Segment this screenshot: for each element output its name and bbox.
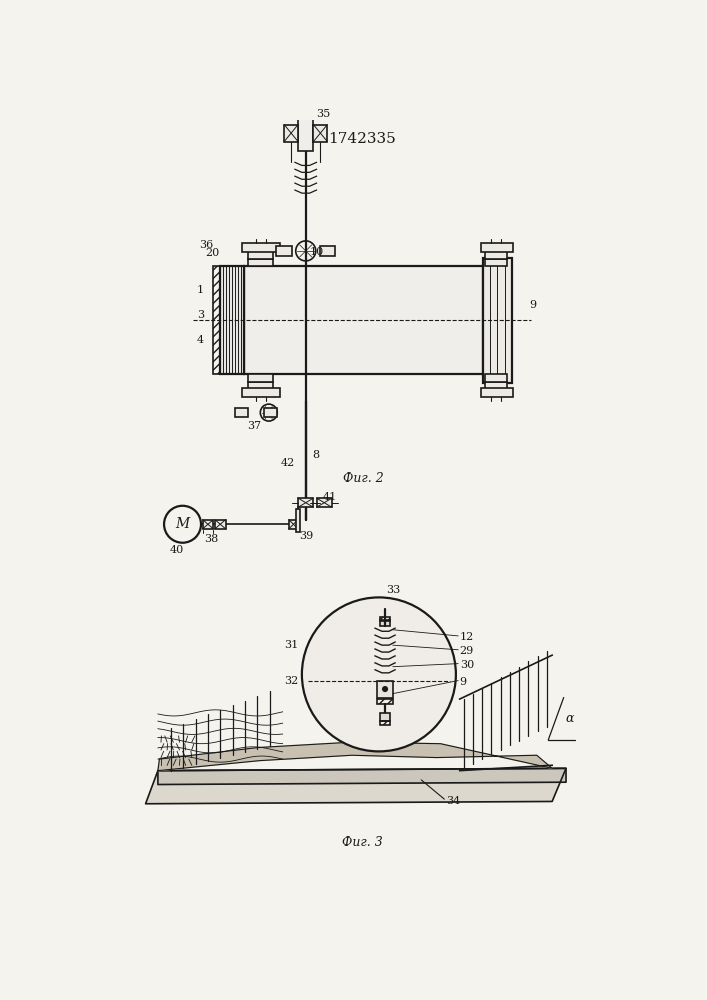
Text: 34: 34 bbox=[446, 796, 460, 806]
Bar bbox=[235, 408, 248, 417]
Bar bbox=[485, 251, 507, 259]
Bar bbox=[298, 108, 313, 151]
Text: 35: 35 bbox=[317, 109, 331, 119]
Text: 33: 33 bbox=[387, 585, 401, 595]
Text: 12: 12 bbox=[460, 632, 474, 642]
Bar bbox=[203, 520, 214, 529]
Text: 1742335: 1742335 bbox=[328, 132, 396, 146]
Bar bbox=[284, 125, 298, 142]
Ellipse shape bbox=[302, 597, 456, 751]
Text: 36: 36 bbox=[199, 240, 214, 250]
Text: 3: 3 bbox=[197, 310, 204, 320]
Bar bbox=[378, 681, 393, 698]
Bar bbox=[313, 125, 327, 142]
Text: 9: 9 bbox=[460, 677, 467, 687]
Bar bbox=[481, 388, 513, 397]
Bar bbox=[213, 266, 219, 374]
Text: 31: 31 bbox=[284, 640, 298, 650]
Polygon shape bbox=[158, 742, 552, 771]
Bar bbox=[485, 259, 507, 266]
Text: 38: 38 bbox=[204, 534, 218, 544]
Text: M: M bbox=[175, 517, 189, 531]
Bar bbox=[242, 388, 281, 397]
Bar bbox=[276, 246, 292, 256]
Bar bbox=[380, 713, 390, 721]
Bar bbox=[264, 408, 277, 417]
Text: 20: 20 bbox=[206, 248, 220, 258]
Bar bbox=[248, 251, 273, 259]
Text: 8: 8 bbox=[312, 450, 319, 460]
Text: 39: 39 bbox=[300, 531, 314, 541]
Bar bbox=[320, 246, 335, 256]
Bar bbox=[242, 243, 281, 252]
Text: 30: 30 bbox=[460, 660, 474, 670]
Bar bbox=[215, 520, 226, 529]
Bar bbox=[380, 721, 390, 725]
Bar bbox=[248, 382, 273, 389]
Text: 41: 41 bbox=[322, 492, 337, 502]
Text: 4: 4 bbox=[197, 335, 204, 345]
Bar bbox=[317, 498, 332, 507]
Text: 9: 9 bbox=[529, 300, 536, 310]
Bar bbox=[380, 620, 390, 626]
Bar bbox=[485, 374, 507, 382]
Bar bbox=[248, 259, 273, 266]
Circle shape bbox=[382, 686, 388, 692]
Bar bbox=[485, 382, 507, 389]
Text: 37: 37 bbox=[247, 421, 262, 431]
Text: 32: 32 bbox=[284, 676, 298, 686]
Bar bbox=[378, 699, 393, 704]
Text: 29: 29 bbox=[460, 646, 474, 656]
Text: 40: 40 bbox=[169, 545, 184, 555]
Bar bbox=[288, 520, 298, 529]
Text: Фиг. 3: Фиг. 3 bbox=[341, 836, 382, 849]
Text: 1: 1 bbox=[197, 285, 204, 295]
Bar bbox=[219, 266, 244, 374]
Text: Фиг. 2: Фиг. 2 bbox=[343, 472, 384, 485]
Bar bbox=[380, 617, 390, 621]
Bar bbox=[296, 509, 300, 532]
Text: α: α bbox=[565, 712, 574, 725]
Text: 42: 42 bbox=[281, 458, 296, 468]
Polygon shape bbox=[146, 768, 566, 804]
Bar bbox=[298, 498, 313, 507]
Bar bbox=[244, 266, 483, 374]
Text: 10: 10 bbox=[310, 247, 324, 257]
Bar bbox=[483, 258, 512, 383]
Polygon shape bbox=[158, 768, 566, 785]
Bar bbox=[248, 374, 273, 382]
Bar bbox=[481, 243, 513, 252]
